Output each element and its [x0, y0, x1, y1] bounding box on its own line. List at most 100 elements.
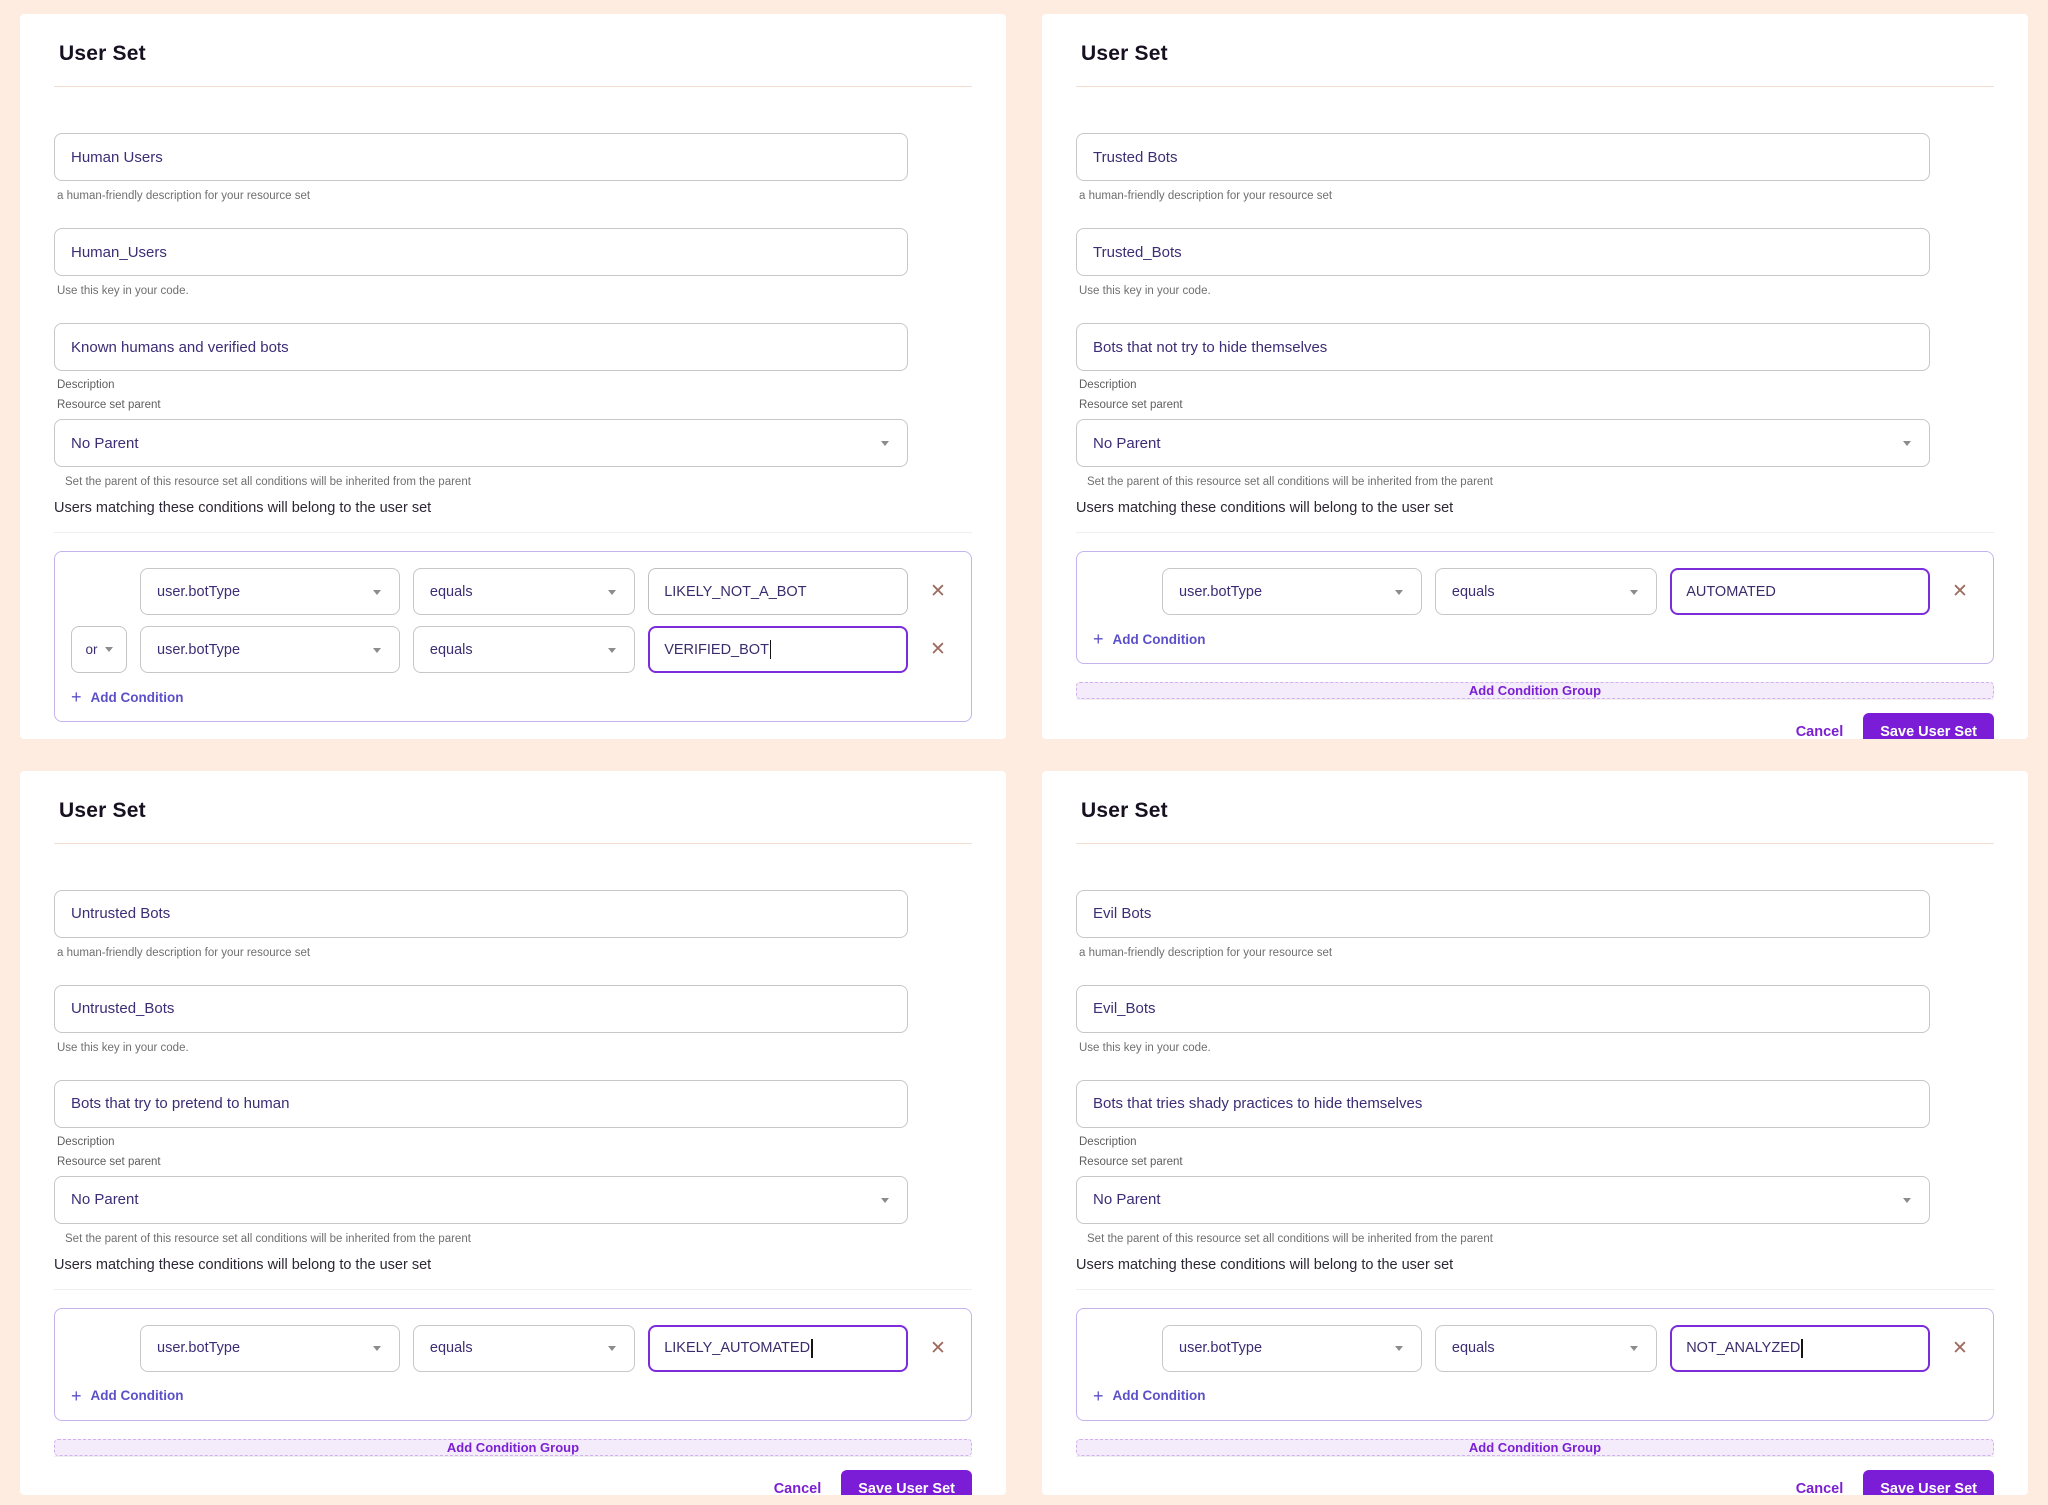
page-title: User Set [1081, 42, 1168, 65]
cancel-button[interactable]: Cancel [773, 1480, 822, 1496]
cancel-button[interactable]: Cancel [1795, 1480, 1844, 1496]
divider [54, 1288, 972, 1290]
chevron-down-icon [880, 1197, 889, 1203]
save-user-set-button[interactable]: Save User Set [1863, 713, 1994, 739]
chevron-down-icon [372, 589, 381, 595]
operator-select[interactable]: equals [412, 568, 636, 615]
close-icon: ✕ [1952, 1337, 1968, 1359]
key-field-block: Use this key in your code. [1076, 228, 1994, 297]
add-condition-label: Add Condition [90, 1388, 184, 1403]
operator-select-value: equals [429, 1340, 473, 1356]
field-select-value: user.botType [157, 583, 241, 600]
description-field-block: Description Resource set parent No Paren… [54, 1079, 972, 1245]
divider [1076, 1288, 1994, 1290]
divider [54, 532, 972, 533]
value-input[interactable]: AUTOMATED [1670, 568, 1930, 615]
parent-helper: Set the parent of this resource set all … [1087, 1232, 1493, 1245]
operator-select[interactable]: equals [412, 1324, 636, 1372]
add-condition-button[interactable]: + Add Condition [1093, 1387, 1977, 1405]
parent-select[interactable]: No Parent [54, 1175, 908, 1224]
remove-condition-button[interactable]: ✕ [921, 626, 955, 673]
parent-select[interactable]: No Parent [54, 419, 908, 467]
parent-select-value: No Parent [71, 434, 139, 452]
add-condition-button[interactable]: + Add Condition [71, 688, 955, 706]
field-select[interactable]: user.botType [140, 626, 400, 673]
name-input[interactable] [54, 889, 908, 938]
chevron-down-icon [608, 589, 617, 595]
text-cursor [769, 640, 772, 659]
join-placeholder [1093, 1325, 1149, 1372]
add-condition-group-button[interactable]: Add Condition Group [1076, 682, 1994, 699]
name-input[interactable] [1076, 889, 1930, 938]
close-icon: ✕ [930, 639, 946, 660]
value-input[interactable]: NOT_ANALYZED [1670, 1324, 1930, 1372]
key-helper: Use this key in your code. [57, 1041, 189, 1054]
divider [1076, 842, 1994, 844]
description-input[interactable] [54, 1079, 908, 1128]
or-select-value: or [85, 642, 98, 657]
cancel-button[interactable]: Cancel [1795, 724, 1844, 739]
key-input[interactable] [1076, 984, 1930, 1033]
operator-select[interactable]: equals [412, 626, 636, 673]
save-user-set-button[interactable]: Save User Set [841, 1469, 972, 1495]
description-input[interactable] [54, 323, 908, 371]
parent-label: Resource set parent [1079, 1155, 1183, 1168]
condition-row: user.botType equals LIKELY_NOT_A_BOT ✕ [71, 568, 955, 615]
key-helper: Use this key in your code. [1079, 1041, 1211, 1054]
field-select[interactable]: user.botType [1162, 1324, 1422, 1372]
name-field-block: a human-friendly description for your re… [54, 133, 972, 202]
remove-condition-button[interactable]: ✕ [921, 568, 955, 615]
parent-select-value: No Parent [1093, 434, 1161, 452]
parent-select[interactable]: No Parent [1076, 419, 1930, 467]
name-helper: a human-friendly description for your re… [1079, 190, 1333, 202]
parent-select[interactable]: No Parent [1076, 1175, 1930, 1224]
parent-helper: Set the parent of this resource set all … [1087, 476, 1493, 488]
add-condition-button[interactable]: + Add Condition [71, 1387, 955, 1405]
add-condition-group-button[interactable]: Add Condition Group [1076, 1438, 1994, 1456]
page-title: User Set [59, 42, 146, 65]
parent-helper: Set the parent of this resource set all … [65, 1232, 471, 1245]
value-input[interactable]: LIKELY_NOT_A_BOT [648, 568, 908, 615]
field-select[interactable]: user.botType [140, 1324, 400, 1372]
name-input[interactable] [54, 133, 908, 181]
join-placeholder [1093, 568, 1149, 615]
description-field-block: Description Resource set parent No Paren… [1076, 323, 1994, 488]
field-select-value: user.botType [157, 641, 241, 658]
chevron-down-icon [104, 647, 113, 652]
remove-condition-button[interactable]: ✕ [1943, 1325, 1977, 1372]
save-user-set-button[interactable]: Save User Set [1863, 1469, 1994, 1495]
add-condition-button[interactable]: + Add Condition [1093, 630, 1977, 648]
parent-label: Resource set parent [57, 399, 161, 411]
description-field-block: Description Resource set parent No Paren… [54, 323, 972, 488]
key-input[interactable] [54, 984, 908, 1033]
remove-condition-button[interactable]: ✕ [1943, 568, 1977, 615]
value-input[interactable]: LIKELY_AUTOMATED [648, 1324, 908, 1372]
name-field-block: a human-friendly description for your re… [54, 889, 972, 959]
key-field-block: Use this key in your code. [54, 228, 972, 297]
value-text: NOT_ANALYZED [1686, 1340, 1801, 1356]
divider [1076, 86, 1994, 87]
name-helper: a human-friendly description for your re… [57, 190, 311, 202]
condition-group: user.botType equals LIKELY_NOT_A_BOT ✕ o… [54, 551, 972, 722]
key-helper: Use this key in your code. [57, 285, 189, 297]
chevron-down-icon [1902, 441, 1911, 446]
key-input[interactable] [54, 228, 908, 276]
operator-select[interactable]: equals [1434, 1324, 1658, 1372]
name-input[interactable] [1076, 133, 1930, 181]
description-input[interactable] [1076, 323, 1930, 371]
value-input[interactable]: VERIFIED_BOT [648, 626, 908, 673]
condition-row: user.botType equals AUTOMATED ✕ [1093, 568, 1977, 615]
field-select[interactable]: user.botType [1162, 568, 1422, 615]
description-input[interactable] [1076, 1079, 1930, 1128]
text-cursor [811, 1338, 813, 1358]
field-select[interactable]: user.botType [140, 568, 400, 615]
remove-condition-button[interactable]: ✕ [921, 1325, 955, 1372]
add-condition-group-button[interactable]: Add Condition Group [54, 1438, 972, 1456]
key-input[interactable] [1076, 228, 1930, 276]
plus-icon: + [71, 1385, 82, 1406]
close-icon: ✕ [1952, 581, 1968, 602]
conditions-intro: Users matching these conditions will bel… [1076, 1256, 1454, 1273]
operator-select[interactable]: equals [1434, 568, 1658, 615]
or-select[interactable]: or [71, 626, 127, 673]
